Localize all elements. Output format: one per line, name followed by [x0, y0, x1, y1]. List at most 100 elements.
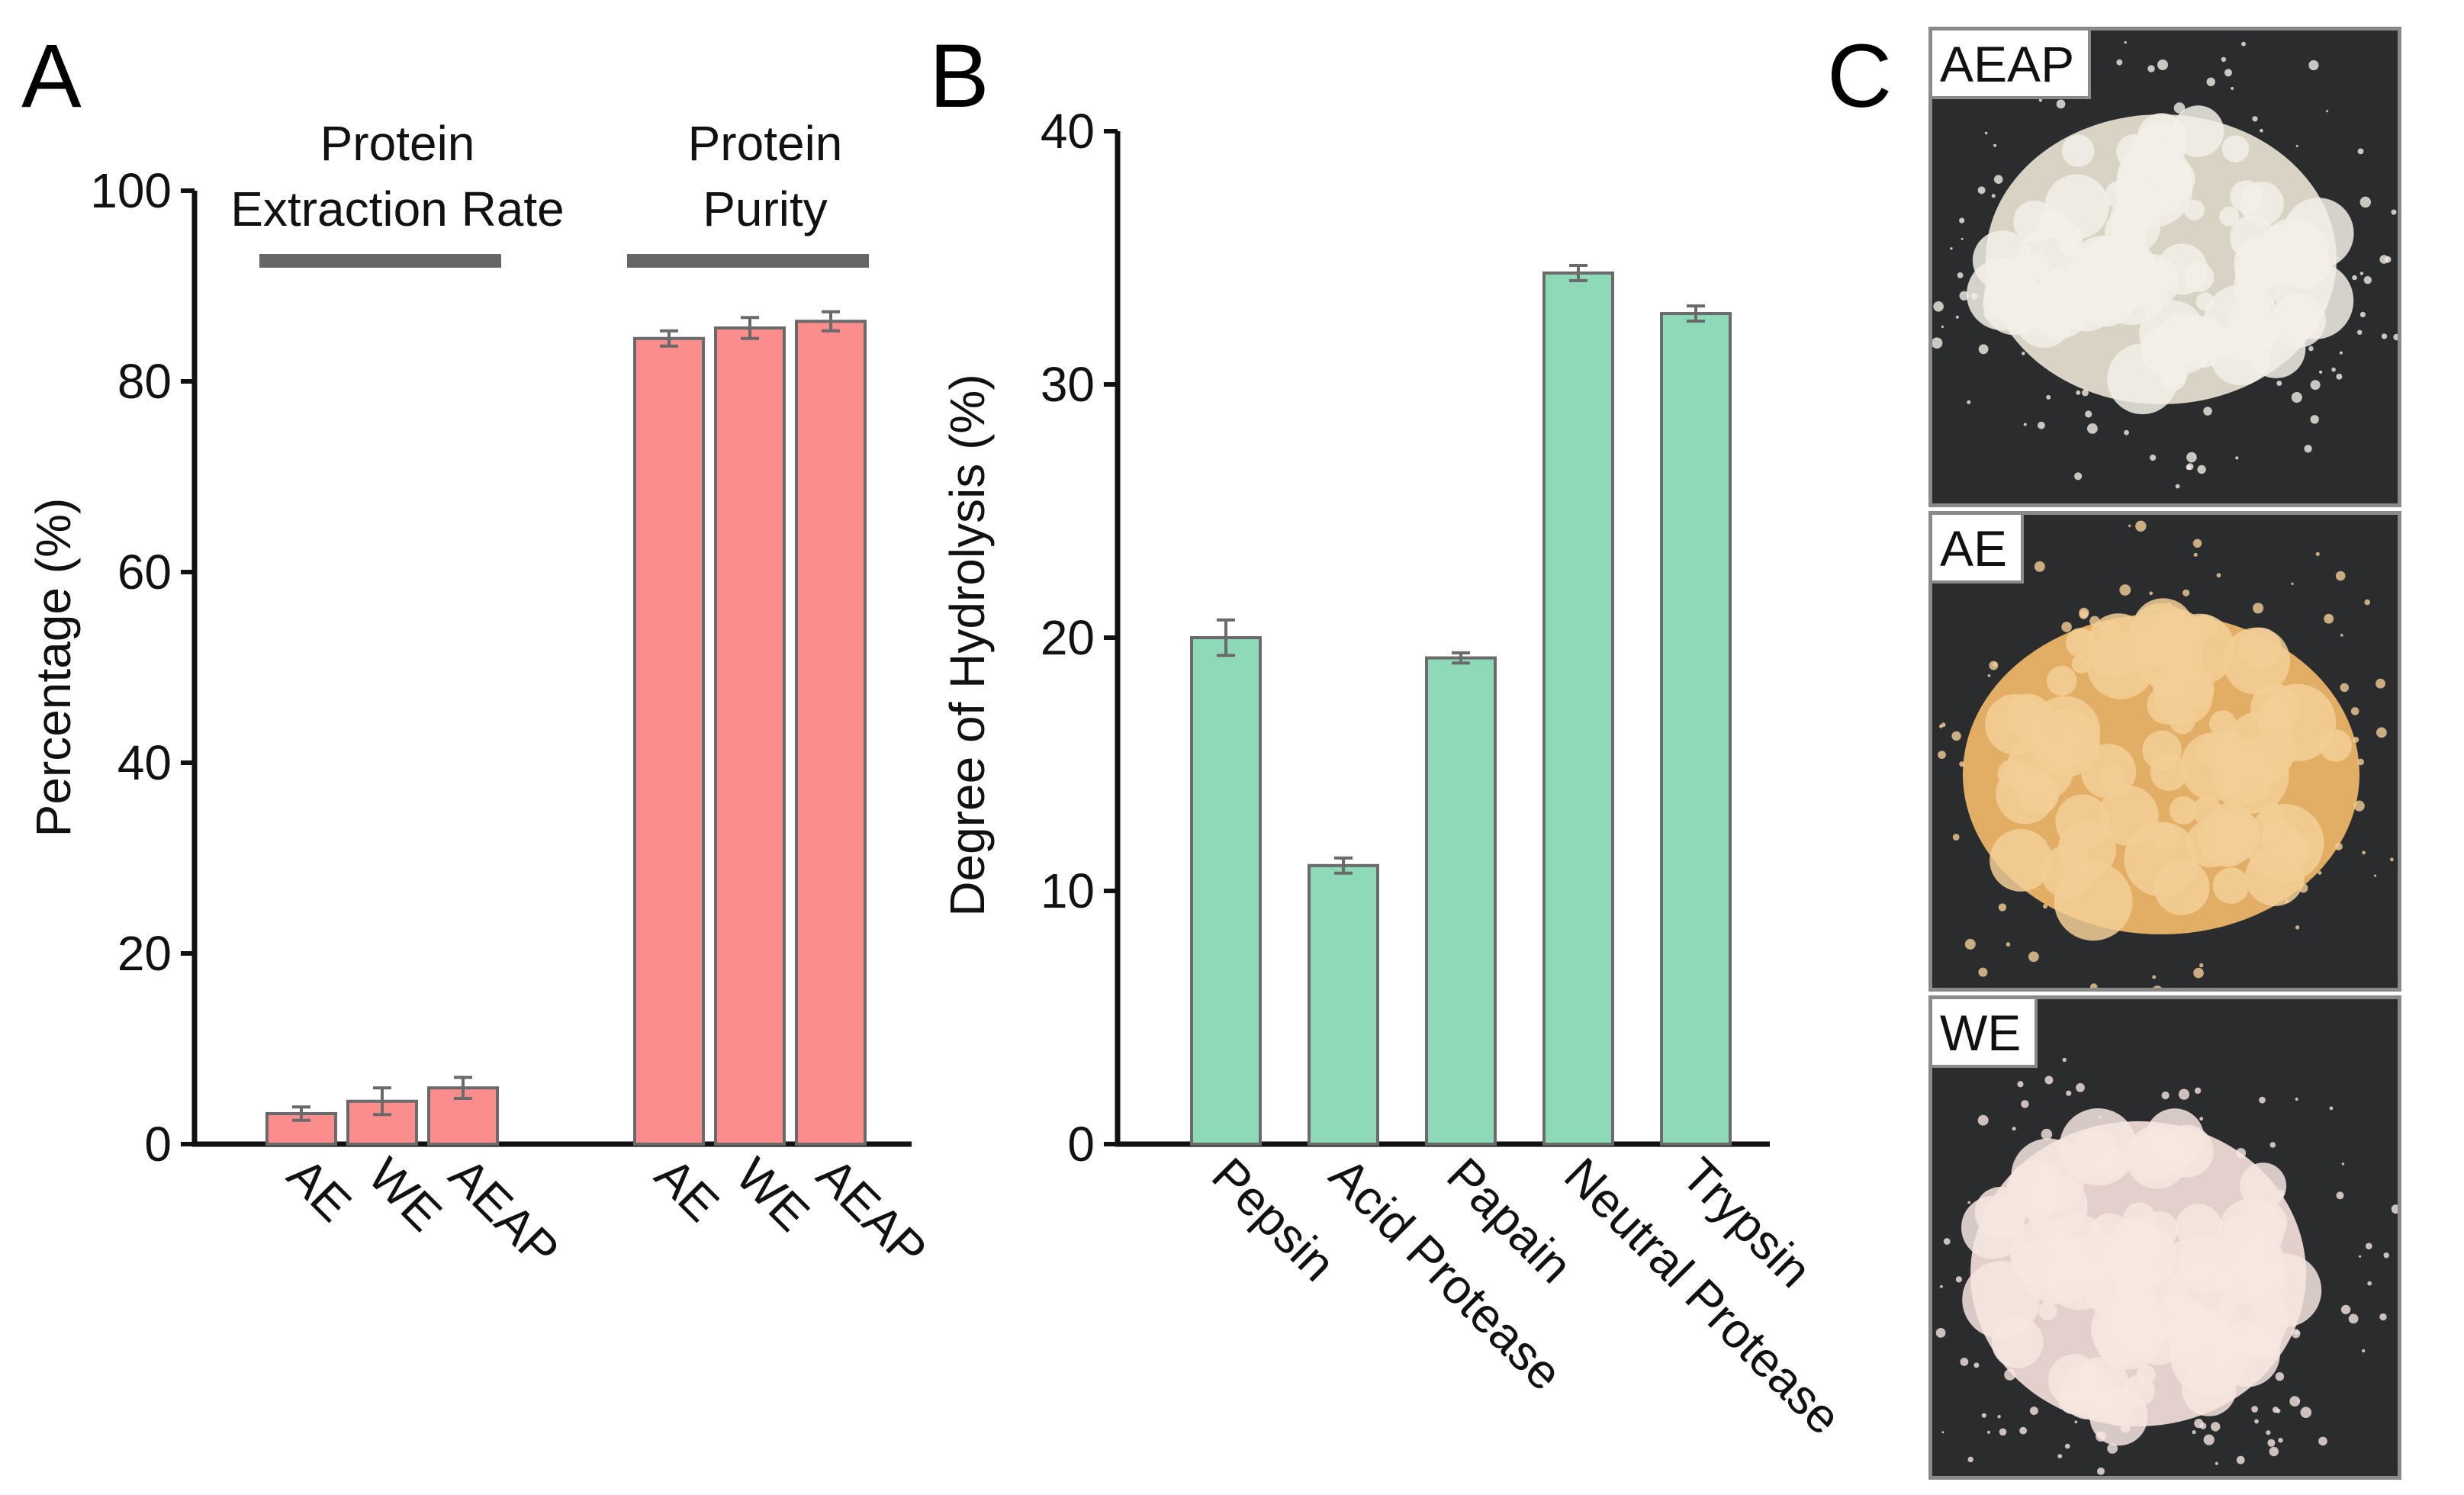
powder-speck — [2004, 1368, 2016, 1381]
powder-speck — [2203, 407, 2212, 416]
powder-speck — [2353, 800, 2365, 812]
powder-speck — [2085, 410, 2092, 418]
powder-clump — [2216, 1284, 2289, 1355]
powder-speck — [2315, 551, 2320, 556]
powder-speck — [2298, 883, 2308, 893]
powder-speck — [2348, 1313, 2359, 1324]
powder-speck — [2359, 196, 2371, 208]
powder-clump — [2212, 867, 2250, 904]
powder-speck — [2254, 1419, 2259, 1424]
powder-clump — [1961, 1196, 2025, 1259]
powder-speck — [1941, 1431, 1945, 1434]
powder-speck — [1943, 1238, 1951, 1245]
powder-speck — [2350, 707, 2359, 715]
y-tick-label: 40 — [117, 735, 172, 790]
powder-speck — [2074, 1420, 2078, 1423]
powder-speck — [2192, 539, 2202, 548]
powder-speck — [1964, 938, 1976, 950]
powder-speck — [2341, 1162, 2345, 1165]
powder-speck — [2022, 352, 2025, 355]
powder-speck — [2260, 128, 2263, 133]
powder-speck — [2334, 842, 2343, 850]
powder-speck — [1933, 301, 1944, 312]
powder-speck — [2304, 445, 2312, 453]
powder-clump — [2195, 292, 2215, 311]
powder-speck — [2259, 1096, 2266, 1104]
powder-speck — [2166, 602, 2172, 608]
powder-speck — [1955, 1276, 1962, 1283]
powder-speck — [2124, 40, 2127, 44]
powder-speck — [2376, 727, 2387, 738]
powder-speck — [2235, 456, 2239, 460]
powder-clump — [2046, 665, 2077, 696]
powder-speck — [2252, 116, 2258, 122]
powder-speck — [2028, 951, 2039, 963]
powder-speck — [2393, 333, 2398, 341]
powder-speck — [2012, 1127, 2016, 1131]
powder-speck — [2099, 1116, 2102, 1119]
powder-speck — [2116, 59, 2123, 66]
powder-speck — [2269, 1142, 2276, 1148]
powder-clump — [2013, 201, 2056, 243]
powder-speck — [1970, 292, 1978, 300]
powder-speck — [2149, 591, 2154, 596]
powder-speck — [2173, 102, 2186, 114]
powder-speck — [2046, 394, 2051, 400]
powder-clump — [2152, 666, 2189, 702]
powder-speck — [2289, 1396, 2301, 1407]
powder-clump — [2170, 708, 2195, 735]
powder-clump — [2178, 1236, 2236, 1294]
powder-speck — [2359, 272, 2364, 275]
bar — [1308, 863, 1379, 1146]
powder-speck — [2194, 1087, 2202, 1095]
powder-clump — [1990, 828, 2053, 892]
powder-speck — [2363, 276, 2372, 285]
powder-clump — [2144, 608, 2206, 670]
powder-speck — [2300, 1407, 2312, 1418]
powder-clump — [2240, 182, 2284, 226]
powder-speck — [2061, 622, 2072, 632]
powder-speck — [1978, 967, 1988, 977]
photo-label-aeap: AEAP — [1932, 31, 2092, 99]
powder-speck — [2340, 683, 2349, 693]
powder-speck — [2308, 346, 2314, 352]
powder-speck — [2276, 1408, 2281, 1413]
powder-speck — [2081, 389, 2089, 397]
powder-speck — [2335, 571, 2346, 581]
powder-clump — [2259, 802, 2285, 828]
powder-speck — [1967, 400, 1971, 404]
powder-speck — [1932, 337, 1943, 349]
powder-clump — [2184, 262, 2215, 292]
powder-clump — [2219, 206, 2240, 227]
y-tick-label: 20 — [117, 926, 172, 981]
powder-speck — [2079, 609, 2089, 619]
powder-clump — [1991, 1317, 2044, 1368]
powder-clump — [2258, 683, 2337, 762]
powder-speck — [2076, 1083, 2085, 1092]
powder-speck — [2224, 69, 2232, 77]
powder-clump — [2231, 1240, 2273, 1281]
powder-clump — [2071, 654, 2091, 674]
powder-speck — [2193, 552, 2198, 557]
bar — [1425, 656, 1497, 1146]
powder-speck — [1959, 217, 1965, 223]
powder-speck — [2193, 967, 2204, 979]
x-tick-label: AEAP — [806, 1147, 938, 1278]
powder-speck — [2324, 613, 2334, 624]
powder-speck — [2276, 381, 2282, 386]
powder-speck — [2308, 59, 2319, 71]
powder-speck — [2074, 472, 2083, 481]
powder-speck — [2266, 1430, 2271, 1436]
powder-speck — [2124, 429, 2129, 436]
powder-speck — [2062, 1057, 2067, 1063]
powder-speck — [2379, 255, 2388, 264]
powder-speck — [2352, 275, 2357, 281]
y-tick-label: 100 — [90, 163, 172, 218]
powder-speck — [2064, 1443, 2070, 1449]
powder-photo-aeap — [1932, 31, 2398, 503]
powder-photo-we — [1932, 999, 2398, 1476]
powder-speck — [2097, 1467, 2105, 1475]
powder-speck — [1955, 315, 1959, 319]
powder-speck — [2178, 1088, 2190, 1100]
powder-speck — [2359, 311, 2366, 317]
